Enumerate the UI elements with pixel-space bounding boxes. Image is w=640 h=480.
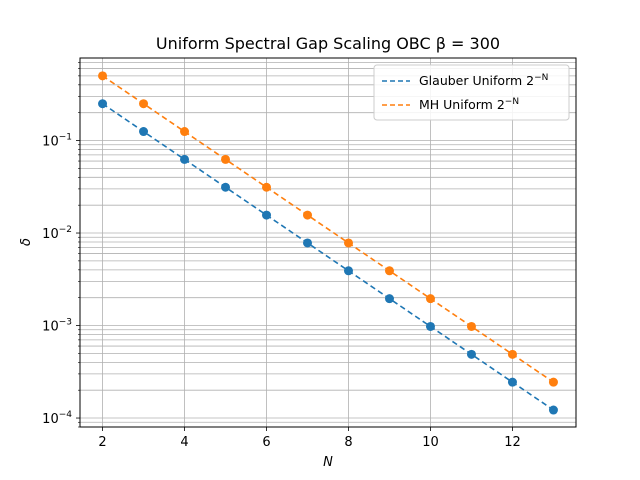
x-axis-label: N — [323, 455, 333, 470]
y-tick-label: 10−2 — [42, 225, 72, 242]
y-tick-label: 10−3 — [42, 318, 72, 335]
data-point-mh — [98, 71, 108, 81]
y-tick-base: 10 — [42, 320, 59, 335]
data-point-glauber — [262, 210, 272, 220]
data-point-mh — [507, 349, 517, 359]
data-point-mh — [180, 127, 190, 137]
legend: Glauber Uniform 2−N MH Uniform 2−N — [373, 64, 570, 121]
data-point-mh — [343, 238, 353, 248]
data-point-mh — [221, 154, 231, 164]
y-tick-base: 10 — [42, 412, 59, 427]
x-tick-label: 8 — [344, 435, 352, 450]
data-point-glauber — [139, 127, 149, 137]
data-point-glauber — [384, 294, 394, 304]
data-point-mh — [384, 266, 394, 276]
plot-frame — [79, 57, 577, 428]
y-tick-label: 10−4 — [42, 410, 72, 427]
grid — [80, 58, 576, 428]
data-point-mh — [262, 182, 272, 192]
y-tick-exponent: −4 — [59, 410, 73, 420]
data-point-glauber — [548, 405, 558, 415]
y-tick-label: 10−1 — [42, 133, 72, 150]
x-tick-label: 2 — [98, 435, 106, 450]
y-tick-exponent: −2 — [59, 225, 72, 235]
data-point-mh — [303, 210, 313, 220]
data-point-glauber — [98, 99, 108, 109]
y-tick-exponent: −3 — [59, 318, 72, 328]
x-axis-ticks: 2 4 6 8 10 12 — [98, 427, 521, 450]
data-points — [98, 71, 558, 415]
y-axis-label: δ — [19, 238, 34, 246]
data-point-glauber — [180, 154, 190, 164]
chart-title: Uniform Spectral Gap Scaling OBC β = 300 — [156, 34, 500, 53]
y-axis-ticks: 10−410−310−210−1 — [42, 62, 80, 428]
data-point-glauber — [303, 238, 313, 248]
data-point-glauber — [425, 321, 435, 331]
legend-box — [373, 64, 570, 121]
x-tick-label: 6 — [262, 435, 270, 450]
data-point-glauber — [507, 377, 517, 387]
data-point-mh — [139, 99, 149, 109]
x-tick-label: 4 — [180, 435, 188, 450]
x-tick-label: 12 — [504, 435, 521, 450]
fit-line-mh — [102, 75, 554, 383]
y-tick-base: 10 — [42, 135, 59, 150]
data-point-glauber — [343, 266, 353, 276]
legend-label-mh: MH Uniform 2−N — [419, 97, 519, 112]
data-point-mh — [466, 321, 476, 331]
data-point-mh — [425, 294, 435, 304]
y-tick-exponent: −1 — [59, 133, 72, 143]
y-tick-base: 10 — [42, 227, 59, 242]
data-point-glauber — [221, 182, 231, 192]
data-point-glauber — [466, 349, 476, 359]
legend-label-glauber: Glauber Uniform 2−N — [419, 73, 548, 88]
x-tick-label: 10 — [422, 435, 439, 450]
fit-lines — [102, 75, 554, 411]
data-point-mh — [548, 377, 558, 387]
fit-line-glauber — [102, 103, 554, 411]
